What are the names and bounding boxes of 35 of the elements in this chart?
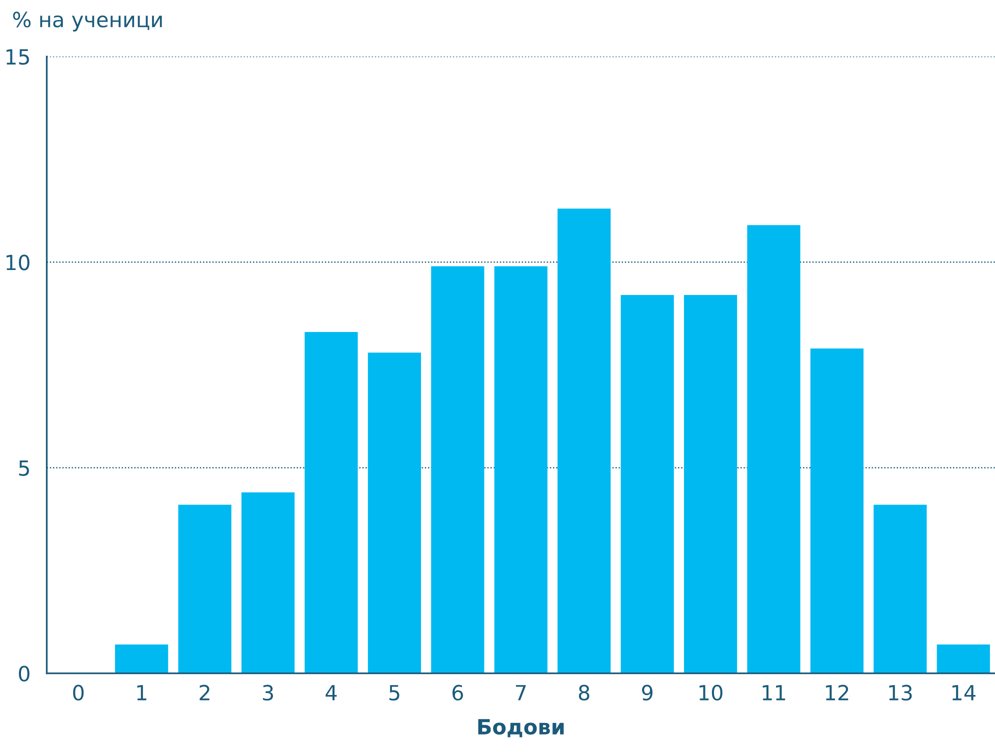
x-tick-label: 3 (262, 684, 273, 701)
x-tick-label: 1 (137, 685, 146, 700)
bar (368, 352, 421, 674)
bar (747, 225, 800, 674)
bar (558, 208, 611, 674)
x-tick-label: 11 (762, 685, 786, 700)
bar (684, 295, 738, 674)
x-tick-label: 9 (642, 684, 652, 701)
bar (115, 644, 168, 674)
x-axis-title: Бодови (478, 719, 564, 738)
y-axis-title: % на ученици (13, 12, 162, 32)
y-tick-label: 10 (6, 254, 30, 270)
x-tick-label: 10 (700, 684, 722, 701)
x-tick-label: 5 (389, 685, 400, 701)
y-tick-label: 15 (6, 49, 29, 65)
bar (178, 504, 232, 674)
bar (494, 266, 548, 674)
bar (936, 644, 990, 674)
x-tick-label: 6 (452, 684, 463, 701)
y-tick-label: 5 (19, 460, 29, 476)
bar (810, 348, 864, 674)
x-tick-label: 0 (73, 684, 84, 701)
x-tick-label: 4 (326, 685, 337, 700)
bar (431, 266, 484, 674)
x-tick-label: 12 (826, 684, 848, 700)
y-tick-label: 0 (18, 666, 30, 682)
x-tick-label: 8 (578, 684, 590, 701)
bar (304, 332, 358, 674)
x-tick-label: 14 (952, 685, 976, 700)
bar (620, 295, 674, 674)
bar (874, 504, 927, 674)
bar (241, 492, 295, 674)
x-tick-label: 2 (200, 684, 210, 700)
x-tick-label: 7 (516, 685, 526, 700)
x-tick-label: 13 (889, 684, 912, 701)
